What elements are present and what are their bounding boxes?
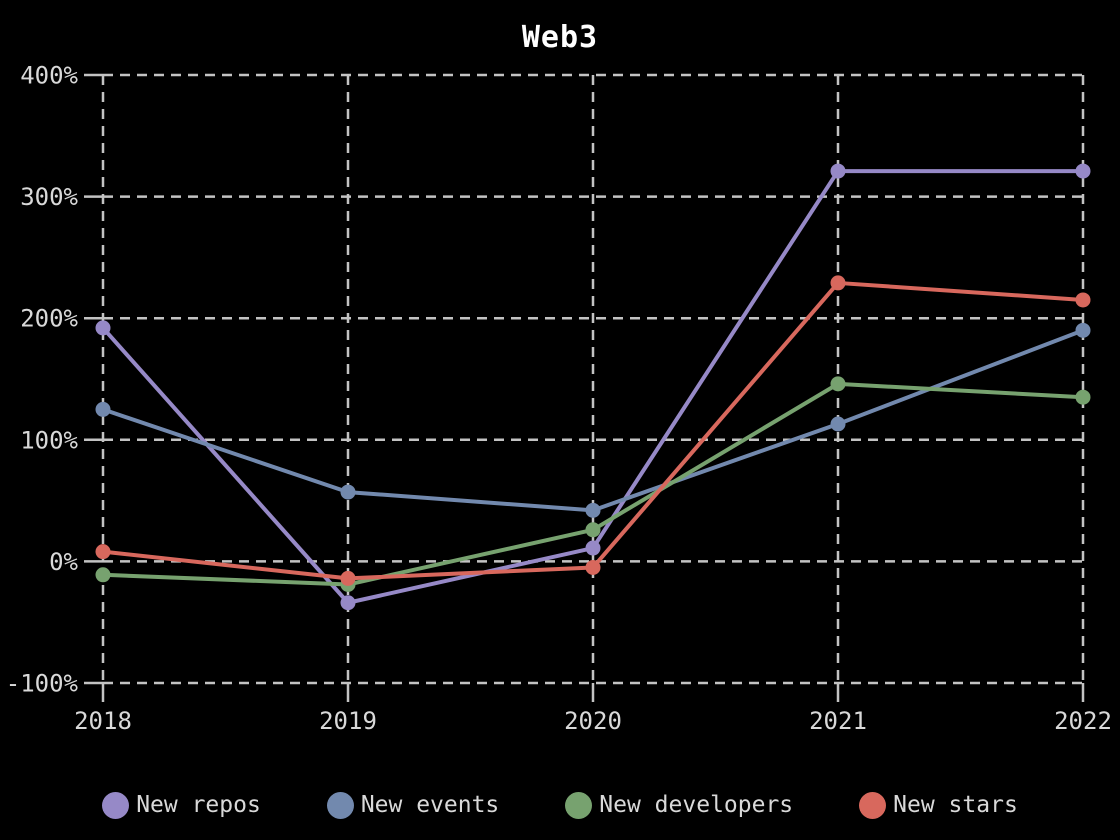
legend-item-new-repos: New repos	[102, 791, 261, 819]
point-new-stars-2020	[585, 559, 601, 575]
y-tick-label: 100%	[20, 426, 78, 454]
x-tick-label: 2022	[1054, 707, 1112, 735]
y-tick-label: 300%	[20, 183, 78, 211]
chart-legend: New repos New events New developers New sta…	[0, 783, 1120, 827]
point-new-repos-2021	[830, 163, 846, 179]
point-new-developers-2018	[95, 567, 111, 583]
x-tick-label: 2019	[319, 707, 377, 735]
legend-item-new-events: New events	[326, 791, 500, 819]
legend-item-new-developers: New developers	[565, 791, 794, 819]
y-tick-label: 0%	[49, 548, 78, 576]
legend-dot-new-stars	[859, 791, 887, 819]
point-new-events-2021	[830, 416, 846, 432]
point-new-developers-2020	[585, 522, 601, 538]
point-new-stars-2019	[340, 570, 356, 586]
point-new-developers-2022	[1075, 389, 1091, 405]
point-new-repos-2020	[585, 540, 601, 556]
point-new-repos-2018	[95, 320, 111, 336]
point-new-repos-2022	[1075, 163, 1091, 179]
legend-label: New repos	[136, 792, 261, 818]
legend-label: New developers	[599, 792, 794, 818]
point-new-events-2020	[585, 502, 601, 518]
legend-label: New events	[360, 792, 500, 818]
y-tick-label: -100%	[6, 670, 79, 698]
point-new-repos-2019	[340, 595, 356, 611]
point-new-developers-2021	[830, 376, 846, 392]
chart-title: Web3	[521, 20, 599, 55]
legend-dot-new-developers	[565, 791, 593, 819]
point-new-events-2022	[1075, 322, 1091, 338]
point-new-stars-2021	[830, 275, 846, 291]
legend-label: New stars	[893, 792, 1018, 818]
x-tick-label: 2021	[809, 707, 867, 735]
point-new-stars-2018	[95, 544, 111, 560]
legend-dot-new-events	[326, 791, 354, 819]
point-new-events-2019	[340, 484, 356, 500]
y-tick-label: 400%	[20, 62, 78, 90]
legend-item-new-stars: New stars	[859, 791, 1018, 819]
x-tick-label: 2018	[74, 707, 132, 735]
x-tick-label: 2020	[564, 707, 622, 735]
legend-dot-new-repos	[102, 791, 130, 819]
point-new-stars-2022	[1075, 292, 1091, 308]
point-new-events-2018	[95, 401, 111, 417]
y-tick-label: 200%	[20, 305, 78, 333]
